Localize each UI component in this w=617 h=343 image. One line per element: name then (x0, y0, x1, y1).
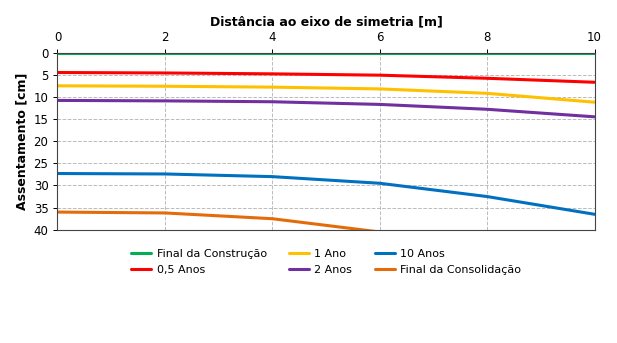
0,5 Anos (376, 73, 383, 77)
2 Anos (54, 98, 61, 103)
Line: Final da Consolidação: Final da Consolidação (57, 212, 595, 270)
10 Anos (376, 181, 383, 185)
10 Anos (484, 194, 491, 199)
2 Anos (161, 99, 168, 103)
0,5 Anos (591, 80, 598, 84)
Final da Consolidação (376, 230, 383, 234)
Line: 2 Anos: 2 Anos (57, 100, 595, 117)
10 Anos (591, 212, 598, 216)
0,5 Anos (484, 76, 491, 80)
Final da Construção (268, 50, 276, 55)
Final da Construção (376, 50, 383, 55)
1 Ano (161, 84, 168, 88)
0,5 Anos (161, 71, 168, 75)
Final da Consolidação (484, 248, 491, 252)
Final da Construção (591, 50, 598, 55)
Line: 10 Anos: 10 Anos (57, 174, 595, 214)
2 Anos (376, 102, 383, 106)
1 Ano (54, 84, 61, 88)
1 Ano (268, 85, 276, 89)
Line: 0,5 Anos: 0,5 Anos (57, 72, 595, 82)
Final da Consolidação (268, 217, 276, 221)
X-axis label: Distância ao eixo de simetria [m]: Distância ao eixo de simetria [m] (210, 15, 442, 28)
2 Anos (484, 107, 491, 111)
Final da Consolidação (161, 211, 168, 215)
Final da Construção (484, 50, 491, 55)
Final da Construção (54, 50, 61, 55)
2 Anos (591, 115, 598, 119)
Final da Consolidação (591, 268, 598, 272)
Final da Consolidação (54, 210, 61, 214)
Line: 1 Ano: 1 Ano (57, 86, 595, 102)
Legend: Final da Construção, 0,5 Anos, 1 Ano, 2 Anos, 10 Anos, Final da Consolidação: Final da Construção, 0,5 Anos, 1 Ano, 2 … (128, 246, 524, 278)
0,5 Anos (268, 72, 276, 76)
1 Ano (376, 87, 383, 91)
10 Anos (268, 175, 276, 179)
10 Anos (54, 172, 61, 176)
Final da Construção (161, 50, 168, 55)
2 Anos (268, 100, 276, 104)
10 Anos (161, 172, 168, 176)
0,5 Anos (54, 70, 61, 74)
Y-axis label: Assentamento [cm]: Assentamento [cm] (15, 72, 28, 210)
1 Ano (591, 100, 598, 104)
1 Ano (484, 91, 491, 95)
